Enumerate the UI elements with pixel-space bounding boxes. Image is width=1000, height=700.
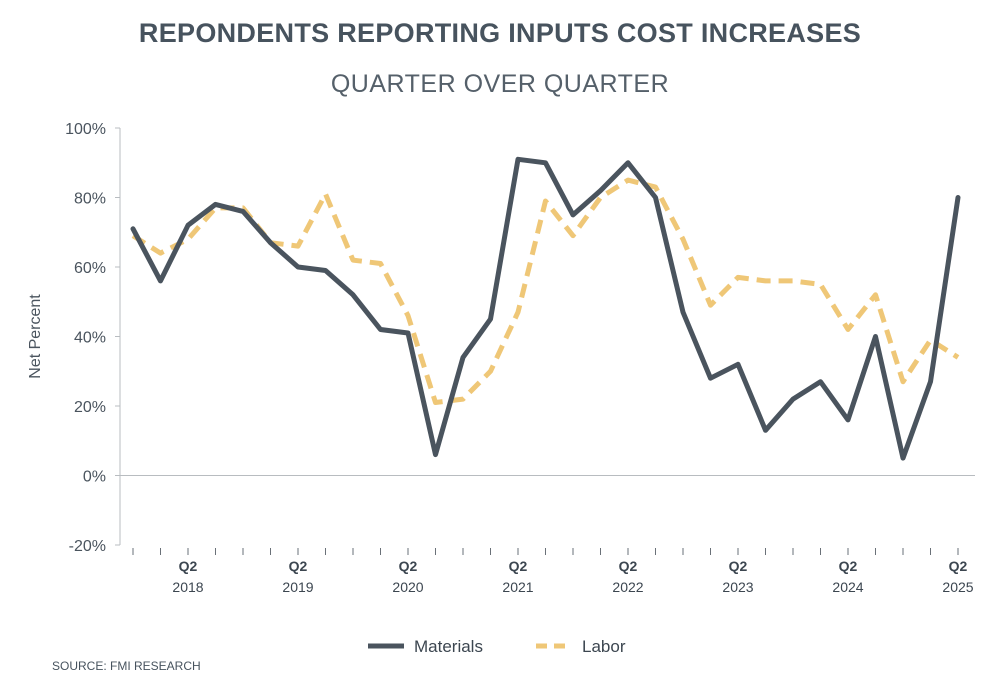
x-tick-label-quarter: Q2	[839, 558, 858, 574]
x-tick-label-year: 2019	[282, 579, 313, 595]
x-tick-label-year: 2022	[612, 579, 643, 595]
y-tick-label: 100%	[65, 121, 106, 138]
y-tick-label: -20%	[69, 538, 106, 555]
x-tick-label-year: 2025	[942, 579, 973, 595]
x-tick-label-year: 2018	[172, 579, 203, 595]
y-tick-label: 60%	[74, 260, 106, 277]
y-tick-label: 20%	[74, 399, 106, 416]
x-tick-label-year: 2024	[832, 579, 863, 595]
x-tick-label-quarter: Q2	[289, 558, 308, 574]
source-note: SOURCE: FMI RESEARCH	[52, 659, 201, 673]
x-tick-label-year: 2020	[392, 579, 423, 595]
x-tick-label-quarter: Q2	[729, 558, 748, 574]
x-tick-label-quarter: Q2	[619, 558, 638, 574]
x-tick-label-quarter: Q2	[509, 558, 528, 574]
x-tick-label-year: 2021	[502, 579, 533, 595]
legend-label: Materials	[414, 637, 483, 656]
legend-label: Labor	[582, 637, 626, 656]
series-line-labor	[131, 177, 960, 405]
y-axis-title: Net Percent	[27, 294, 44, 379]
legend-item-labor: Labor	[536, 637, 626, 656]
y-tick-label: 80%	[74, 191, 106, 208]
x-tick-label-quarter: Q2	[399, 558, 418, 574]
x-tick-label-year: 2023	[722, 579, 753, 595]
x-tick-label-quarter: Q2	[179, 558, 198, 574]
y-tick-label: 0%	[83, 469, 106, 486]
legend-item-materials: Materials	[368, 637, 483, 656]
y-tick-label: 40%	[74, 330, 106, 347]
chart-subtitle: QUARTER OVER QUARTER	[330, 70, 670, 98]
series-line-materials	[130, 156, 961, 461]
chart-title: REPONDENTS REPORTING INPUTS COST INCREAS…	[138, 18, 862, 48]
x-tick-label-quarter: Q2	[949, 558, 968, 574]
